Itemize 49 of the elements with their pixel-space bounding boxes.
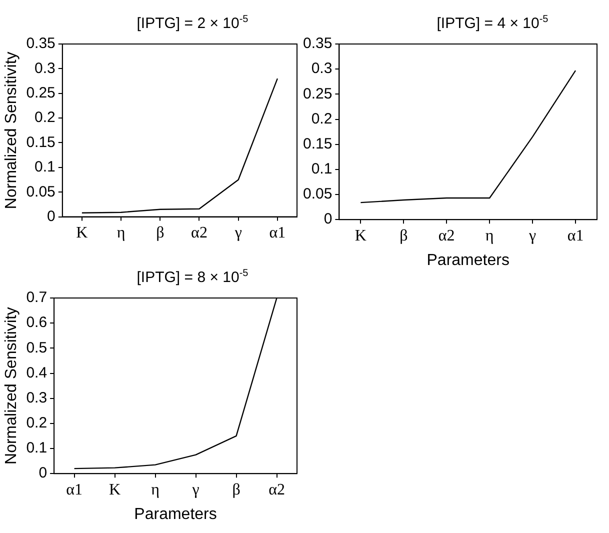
y-tick-label: 0.2 [311,110,332,128]
y-tick-label: 0.15 [26,134,56,151]
x-tick-label: η [151,481,160,498]
y-tick-label: 0.4 [26,364,48,382]
x-tick-label: β [400,227,408,244]
x-tick-label: α1 [269,224,286,242]
chart-title: [IPTG] = 8 × 10$^{-5}$ [136,268,250,286]
y-tick-label: 0.6 [26,314,48,332]
y-tick-label: 0.1 [311,160,332,178]
y-axis-title: Normalized Sensitivity [3,307,20,464]
y-axis-title: Normalized Sensitivity [3,52,20,210]
x-tick-label: α1 [66,481,82,498]
y-tick-label: 0 [324,210,332,228]
x-tick-label: γ [528,227,536,244]
x-tick-label: α1 [567,227,584,244]
y-tick-label: 0.3 [26,389,48,406]
y-tick-label: 0.05 [302,186,332,203]
y-tick-label: 0.2 [26,414,48,432]
y-tick-label: 0.35 [302,35,332,52]
x-tick-label: K [354,227,367,244]
x-tick-label: β [156,224,164,242]
chart-title: [IPTG] = 2 × 10$^{-5}$ [136,14,250,32]
y-tick-label: 0.3 [311,60,332,78]
y-tick-label: 0 [47,208,56,225]
x-tick-label: γ [234,224,242,242]
y-tick-label: 0.1 [34,158,56,176]
x-tick-label: α2 [191,224,208,242]
x-tick-label: η [485,227,494,244]
x-tick-label: γ [191,481,200,498]
x-tick-label: α2 [438,227,455,244]
x-axis-title: Parameters [134,506,217,523]
x-axis-title: Parameters [426,252,510,269]
y-tick-label: 0 [38,464,48,482]
y-tick-label: 0.35 [26,35,56,52]
chart-title: [IPTG] = 4 × 10$^{-5}$ [436,14,550,32]
x-tick-label: K [76,224,88,242]
y-tick-label: 0.3 [34,60,56,77]
y-tick-label: 0.1 [26,440,48,457]
x-tick-label: β [232,481,240,498]
y-tick-label: 0.15 [302,135,332,152]
y-tick-label: 0.25 [26,84,56,102]
y-tick-label: 0.7 [26,289,48,306]
x-tick-label: η [116,224,126,242]
y-tick-label: 0.2 [34,109,56,126]
y-tick-label: 0.5 [26,339,48,356]
y-tick-label: 0.05 [26,183,56,200]
y-tick-label: 0.25 [302,85,332,102]
x-tick-label: α2 [268,481,285,498]
x-tick-label: K [109,481,122,498]
